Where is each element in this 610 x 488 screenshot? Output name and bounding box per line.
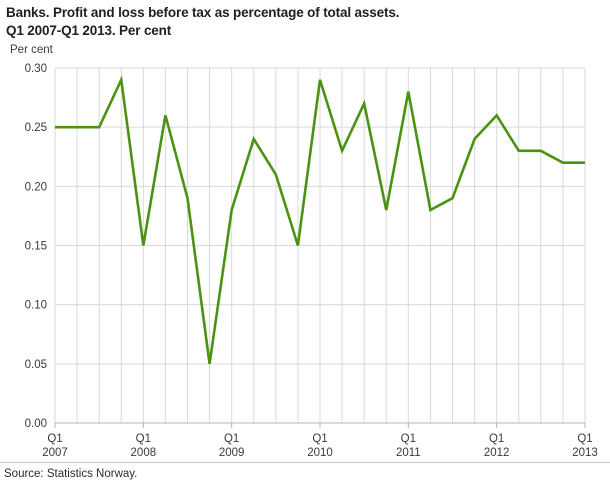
x-axis-tick-label-year: 2010 xyxy=(307,447,333,459)
chart-title-line-1: Banks. Profit and loss before tax as per… xyxy=(6,5,400,20)
x-axis-tick-label-quarter: Q1 xyxy=(312,433,327,445)
x-axis-tick-label-year: 2012 xyxy=(484,447,510,459)
y-axis-tick-label: 0.00 xyxy=(25,418,47,430)
chart-title: Banks. Profit and loss before tax as per… xyxy=(6,4,604,40)
x-axis-tick-label-quarter: Q1 xyxy=(136,433,151,445)
y-axis-tick-label: 0.10 xyxy=(25,300,47,312)
chart-source: Source: Statistics Norway. xyxy=(4,468,138,480)
x-axis-tick-label-quarter: Q1 xyxy=(47,433,62,445)
x-axis-tick-label-year: 2013 xyxy=(572,447,598,459)
y-axis-tick-label: 0.20 xyxy=(25,181,47,193)
y-axis-tick-label: 0.15 xyxy=(25,241,47,253)
x-axis-tick-label-year: 2011 xyxy=(396,447,421,459)
y-axis-tick-label: 0.05 xyxy=(25,359,47,371)
x-axis-tick-label-year: 2007 xyxy=(42,447,68,459)
y-axis-tick-label: 0.30 xyxy=(25,63,47,75)
y-axis-label: Per cent xyxy=(10,44,53,56)
y-axis-tick-label: 0.25 xyxy=(25,122,47,134)
x-axis-tick-label-year: 2008 xyxy=(131,447,157,459)
chart-title-line-2: Q1 2007-Q1 2013. Per cent xyxy=(6,23,172,38)
data-series-line xyxy=(55,75,585,365)
x-axis-tick-label-quarter: Q1 xyxy=(224,433,239,445)
x-axis-tick-label-year: 2009 xyxy=(219,447,245,459)
footer-divider xyxy=(0,462,610,463)
x-axis-tick-label-quarter: Q1 xyxy=(577,433,592,445)
x-axis-tick-label-quarter: Q1 xyxy=(401,433,416,445)
x-axis-tick-label-quarter: Q1 xyxy=(489,433,504,445)
chart-plot-area: 0.00 0.05 0.10 0.15 0.20 0.25 0.30 Q1 2007 Q1 2008… xyxy=(25,63,598,459)
